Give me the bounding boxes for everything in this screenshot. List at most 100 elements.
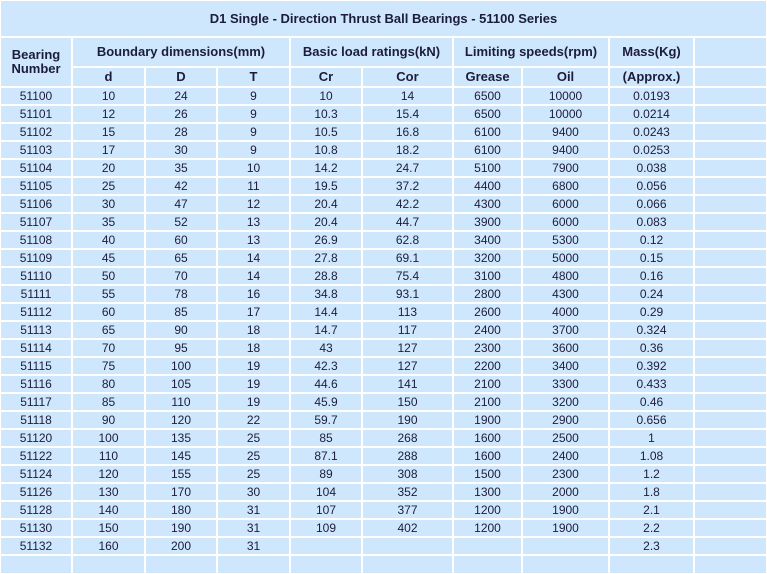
header-group: Limiting speeds(rpm) [454,38,608,66]
table-cell: 308 [363,466,452,482]
table-cell: 6100 [454,124,521,140]
table-cell: 51102 [1,124,71,140]
table-cell: 150 [73,520,144,536]
table-cell: 1.2 [610,466,693,482]
table-cell: 22 [218,412,289,428]
table-cell: 60 [73,304,144,320]
table-cell: 85 [73,394,144,410]
table-cell: 0.392 [610,358,693,374]
table-cell: 31 [218,520,289,536]
table-cell: 9400 [523,142,608,158]
table-cell: 0.24 [610,286,693,302]
table-cell: 51108 [1,232,71,248]
table-cell-blank [695,214,766,230]
table-cell: 2100 [454,376,521,392]
table-cell: 0.324 [610,322,693,338]
table-cell: 1200 [454,520,521,536]
table-cell-blank [695,376,766,392]
header-group: Boundary dimensions(mm) [73,38,289,66]
table-cell: 19.5 [291,178,361,194]
table-cell: 95 [146,340,216,356]
table-cell: 28.8 [291,268,361,284]
table-cell-blank [695,466,766,482]
table-cell: 20.4 [291,214,361,230]
table-cell: 55 [73,286,144,302]
table-cell: 89 [291,466,361,482]
table-cell: 24 [146,88,216,104]
table-cell: 51116 [1,376,71,392]
table-cell: 26 [146,106,216,122]
table-cell-blank [695,232,766,248]
table-cell: 69.1 [363,250,452,266]
table-cell-blank [695,268,766,284]
table-cell: 28 [146,124,216,140]
table-cell: 1900 [523,502,608,518]
table-cell: 3600 [523,340,608,356]
table-cell: 20 [73,160,144,176]
table-cell: 1200 [454,502,521,518]
table-cell: 141 [363,376,452,392]
table-cell: 0.056 [610,178,693,194]
table-cell-blank [695,322,766,338]
table-cell-blank [695,304,766,320]
table-cell: 2.3 [610,538,693,554]
subheader: Cor [363,68,452,86]
table-cell: 15.4 [363,106,452,122]
table-cell: 0.16 [610,268,693,284]
table-cell: 2000 [523,484,608,500]
table-cell: 5100 [454,160,521,176]
table-cell: 52 [146,214,216,230]
table-cell-blank [695,412,766,428]
header-group: Mass(Kg) [610,38,693,66]
table-cell: 130 [73,484,144,500]
table-cell: 3400 [523,358,608,374]
table-cell: 51106 [1,196,71,212]
table-cell: 11 [218,178,289,194]
table-cell: 0.0193 [610,88,693,104]
table-cell: 26.9 [291,232,361,248]
table-cell: 24.7 [363,160,452,176]
table-cell: 18 [218,322,289,338]
table-cell: 51115 [1,358,71,374]
table-cell: 104 [291,484,361,500]
table-cell: 0.46 [610,394,693,410]
table-cell: 120 [146,412,216,428]
table-cell: 51111 [1,286,71,302]
table-cell: 42.2 [363,196,452,212]
table-cell-blank [695,358,766,374]
table-cell: 87.1 [291,448,361,464]
table-cell: 14.7 [291,322,361,338]
table-cell: 62.8 [363,232,452,248]
table-cell: 0.15 [610,250,693,266]
table-cell-blank [291,556,361,573]
table-cell: 160 [73,538,144,554]
table-cell: 107 [291,502,361,518]
table-cell: 51120 [1,430,71,446]
table-cell: 6500 [454,88,521,104]
table-cell: 3400 [454,232,521,248]
table-cell-blank [695,448,766,464]
table-cell: 60 [146,232,216,248]
table-cell: 80 [73,376,144,392]
table-cell: 3100 [454,268,521,284]
table-cell: 12 [73,106,144,122]
table-cell: 16.8 [363,124,452,140]
table-cell: 3900 [454,214,521,230]
table-cell: 13 [218,232,289,248]
table-cell-blank [695,88,766,104]
table-cell: 75 [73,358,144,374]
table-cell: 10.3 [291,106,361,122]
table-cell: 14 [363,88,452,104]
table-cell-blank [363,556,452,573]
table-cell-blank [695,178,766,194]
table-cell: 7900 [523,160,608,176]
table-cell: 4400 [454,178,521,194]
table-cell-blank [695,142,766,158]
table-cell: 51107 [1,214,71,230]
header-blank [695,38,766,66]
table-cell: 12 [218,196,289,212]
table-cell: 1900 [454,412,521,428]
table-cell: 45 [73,250,144,266]
table-cell: 45.9 [291,394,361,410]
table-cell-blank [695,160,766,176]
